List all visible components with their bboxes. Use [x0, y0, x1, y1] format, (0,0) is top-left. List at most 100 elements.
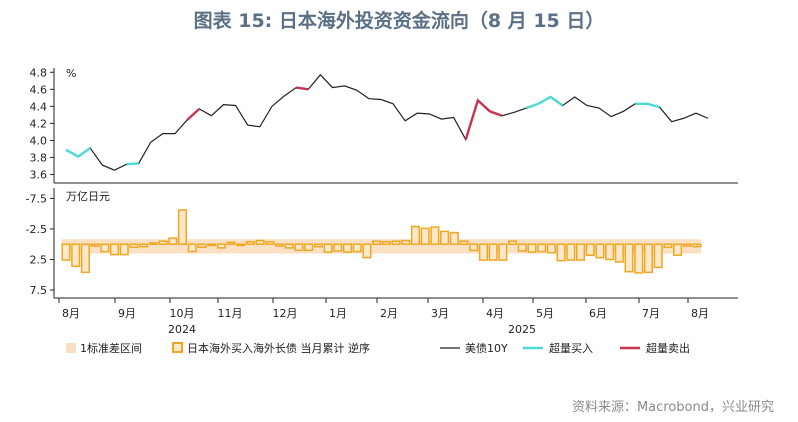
- monthly-bar: [449, 231, 459, 245]
- upper-y-tick-label: 4.4: [30, 100, 48, 113]
- monthly-bar: [80, 243, 90, 274]
- monthly-bar: [517, 243, 527, 252]
- x-tick-label: 3月: [431, 307, 449, 320]
- upper-y-tick-label: 4.0: [30, 134, 48, 147]
- monthly-bar: [614, 243, 624, 263]
- upper-y-tick-label: 3.8: [30, 151, 48, 164]
- x-tick-label: 12月: [273, 307, 298, 320]
- monthly-bar: [372, 240, 382, 245]
- upper-y-tick-label: 4.6: [30, 83, 48, 96]
- monthly-bar: [420, 227, 430, 245]
- year-label-2024: 2024: [168, 323, 196, 336]
- monthly-bar: [100, 243, 110, 253]
- x-tick-label: 9月: [118, 307, 136, 320]
- monthly-bar: [333, 243, 343, 252]
- monthly-bar: [624, 243, 634, 273]
- monthly-bar: [119, 243, 129, 256]
- us10y-line: [65, 73, 709, 171]
- upper-y-ticks: 3.6 3.8 4.0 4.2 4.4 4.6 4.8: [30, 66, 54, 181]
- excess-buy-segment: [525, 95, 564, 110]
- monthly-bar: [653, 243, 663, 269]
- x-tick-label: 8月: [691, 307, 709, 320]
- monthly-bar: [197, 243, 207, 249]
- monthly-bar: [508, 240, 518, 245]
- monthly-bar: [556, 243, 566, 262]
- x-tick-label: 2月: [380, 307, 398, 320]
- legend-buy-label: 超量买入: [549, 341, 593, 355]
- line-series-layer: [65, 73, 709, 171]
- lower-unit-label: 万亿日元: [66, 190, 110, 203]
- monthly-bar: [158, 240, 168, 245]
- bar-series-layer: [61, 209, 702, 274]
- monthly-bar: [575, 243, 586, 261]
- x-tick-label: 4月: [486, 307, 504, 320]
- monthly-bar: [673, 243, 683, 256]
- monthly-bar: [595, 243, 605, 259]
- x-tick-label: 5月: [536, 307, 554, 320]
- legend-band-swatch: [66, 343, 76, 353]
- upper-y-tick-label: 4.2: [30, 117, 48, 130]
- lower-y-tick-label: 2.5: [30, 254, 48, 267]
- upper-y-tick-label: 3.6: [30, 168, 48, 181]
- source-note: 资料来源：Macrobond，兴业研究: [571, 400, 774, 415]
- monthly-bar: [643, 243, 653, 274]
- monthly-bar: [381, 241, 391, 245]
- monthly-bar: [410, 225, 421, 245]
- monthly-bar: [478, 243, 488, 261]
- monthly-bar: [148, 242, 158, 245]
- excess-sell-segment: [186, 108, 201, 121]
- monthly-bar: [362, 243, 372, 259]
- lower-y-tick-label: -7.5: [26, 192, 47, 205]
- excess-buy-segment: [635, 102, 660, 109]
- monthly-bar: [129, 243, 139, 249]
- excess-sell-segment: [295, 86, 309, 91]
- monthly-bar: [634, 243, 644, 274]
- monthly-bar: [546, 243, 556, 254]
- excess-sell-segment: [464, 98, 503, 140]
- monthly-bar: [566, 243, 576, 261]
- monthly-bar: [537, 243, 547, 253]
- x-tick-label: 6月: [589, 307, 607, 320]
- monthly-bar: [459, 240, 469, 245]
- monthly-bar: [498, 243, 508, 261]
- monthly-bar: [255, 239, 265, 245]
- x-tick-label: 1月: [329, 307, 347, 320]
- monthly-bar: [294, 243, 304, 252]
- monthly-bar: [139, 243, 149, 248]
- monthly-bar: [110, 243, 120, 256]
- x-tick-label: 11月: [218, 307, 243, 320]
- monthly-bar: [430, 226, 440, 245]
- monthly-bar: [585, 243, 595, 256]
- legend-bar-swatch: [172, 342, 183, 353]
- legend-sell-label: 超量卖出: [646, 341, 690, 355]
- legend-band-label: 1标准差区间: [80, 341, 142, 355]
- monthly-bar: [236, 243, 246, 247]
- monthly-bar: [187, 243, 197, 253]
- monthly-bar: [275, 243, 285, 247]
- monthly-bar: [313, 243, 323, 248]
- monthly-bar: [226, 241, 236, 245]
- monthly-bar: [488, 243, 498, 261]
- monthly-bar: [265, 241, 275, 245]
- monthly-bar: [207, 243, 217, 247]
- monthly-bar: [304, 243, 314, 252]
- excess-buy-segment: [65, 147, 91, 159]
- monthly-bar: [323, 243, 333, 253]
- monthly-bar: [284, 243, 294, 249]
- monthly-bar: [245, 241, 255, 245]
- monthly-bar: [692, 243, 702, 248]
- x-tick-label: 8月: [62, 307, 80, 320]
- monthly-bar: [663, 243, 673, 249]
- legend-bar-label: 日本海外买入海外长债 当月累计 逆序: [187, 341, 370, 355]
- monthly-bar: [342, 243, 353, 253]
- monthly-bar: [177, 209, 188, 245]
- monthly-bar: [440, 230, 450, 245]
- monthly-bar: [352, 243, 362, 253]
- monthly-bar: [682, 243, 692, 247]
- monthly-bar: [401, 239, 411, 245]
- monthly-bar: [71, 243, 81, 267]
- monthly-bar: [605, 243, 615, 261]
- monthly-bar: [168, 237, 178, 245]
- x-axis-ticks: 8月 9月 10月 11月 12月 1月 2月 3月 4月 5月 6月 7月 8月: [58, 298, 709, 320]
